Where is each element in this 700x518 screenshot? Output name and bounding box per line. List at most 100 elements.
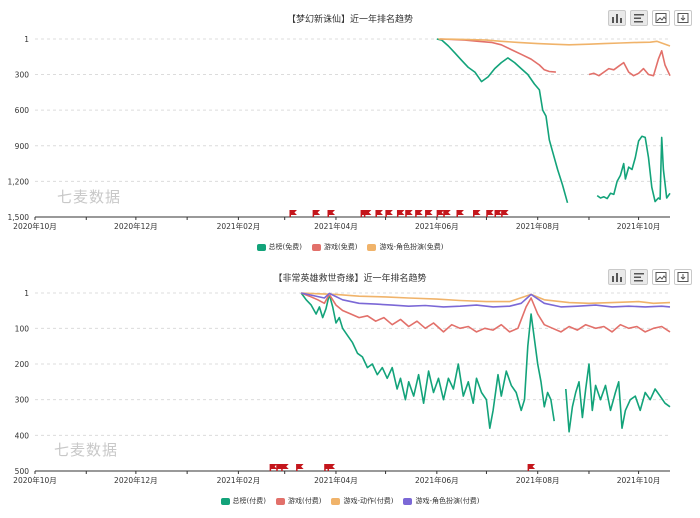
x-tick-label: 2020年12月 <box>114 475 158 485</box>
event-flag-icon[interactable] <box>375 210 383 217</box>
bar-chart-icon <box>612 273 622 282</box>
legend-swatch <box>403 497 413 505</box>
legend-item-action-paid[interactable]: 游戏-动作(付费) <box>331 496 393 506</box>
series-line[interactable] <box>301 292 671 305</box>
chart-toolbar <box>608 269 692 285</box>
event-flag-icon[interactable] <box>312 210 321 217</box>
y-tick-label: 1 <box>24 289 29 298</box>
legend-item-rpg-paid[interactable]: 游戏-角色扮演(付费) <box>403 496 479 506</box>
y-tick-label: 500 <box>15 467 30 476</box>
event-flag-icon[interactable] <box>289 210 297 217</box>
x-tick-label: 2021年02月 <box>217 221 261 231</box>
legend-swatch <box>256 243 266 251</box>
legend-item-total-free[interactable]: 总榜(免费) <box>256 242 302 252</box>
x-tick-label: 2021年08月 <box>516 475 560 485</box>
legend: 总榜(付费) 游戏(付费) 游戏-动作(付费) 游戏-角色扮演(付费) <box>0 496 700 506</box>
y-tick-label: 600 <box>15 106 30 115</box>
event-flag-icon[interactable] <box>327 210 336 217</box>
event-flag-icon[interactable] <box>425 210 433 217</box>
event-flag-icon[interactable] <box>494 210 503 217</box>
event-flag-icon[interactable] <box>486 210 494 217</box>
download-icon <box>677 13 689 23</box>
watermark: 七麦数据 <box>54 441 119 459</box>
event-flag-icon[interactable] <box>396 210 405 217</box>
save-image-button[interactable] <box>652 269 670 285</box>
chart-panel-1: 【梦幻新诛仙】近一年排名趋势 1 300 600 900 1,200 1,500 2020年… <box>0 10 700 252</box>
series-line[interactable] <box>300 292 555 429</box>
y-tick-label: 100 <box>15 324 30 333</box>
y-tick-label: 1 <box>24 35 29 44</box>
legend-swatch <box>367 243 377 251</box>
watermark: 七麦数据 <box>57 188 122 206</box>
legend-label: 游戏-角色扮演(免费) <box>379 243 444 251</box>
bar-chart-toggle-button[interactable] <box>608 10 626 26</box>
legend-label: 总榜(付费) <box>232 497 266 505</box>
event-flag-icon[interactable] <box>385 210 393 217</box>
legend-item-game-free[interactable]: 游戏(免费) <box>312 242 357 252</box>
event-flag-icon[interactable] <box>405 210 413 217</box>
legend-swatch <box>331 497 341 505</box>
y-tick-label: 300 <box>15 71 30 80</box>
legend-swatch <box>220 497 230 505</box>
image-icon <box>655 13 667 23</box>
series-line[interactable] <box>438 38 671 47</box>
x-tick-label: 2021年06月 <box>415 475 459 485</box>
chart-title: 【梦幻新诛仙】近一年排名趋势 <box>286 15 413 25</box>
event-flag-icon[interactable] <box>443 210 451 217</box>
event-flag-icon[interactable] <box>501 210 509 217</box>
x-tick-label: 2021年10月 <box>617 475 661 485</box>
download-button[interactable] <box>674 269 692 285</box>
event-flag-icon[interactable] <box>436 210 445 217</box>
x-tick-label: 2020年10月 <box>13 475 57 485</box>
event-flag-icon[interactable] <box>296 464 304 471</box>
legend-label: 游戏-动作(付费) <box>343 497 394 505</box>
legend-label: 游戏(免费) <box>324 243 358 251</box>
legend-swatch <box>276 497 285 505</box>
list-toggle-button[interactable] <box>630 10 648 26</box>
legend-swatch <box>312 243 321 251</box>
series-line[interactable] <box>588 49 671 77</box>
series-line[interactable] <box>565 363 671 433</box>
y-tick-label: 900 <box>15 142 30 151</box>
y-tick-label: 1,200 <box>8 177 30 186</box>
x-tick-label: 2020年12月 <box>114 221 158 231</box>
y-tick-label: 400 <box>15 431 30 440</box>
download-button[interactable] <box>674 10 692 26</box>
legend-item-rpg-free[interactable]: 游戏-角色扮演(免费) <box>367 242 443 252</box>
y-tick-label: 200 <box>15 360 30 369</box>
event-flag-icon[interactable] <box>456 210 464 217</box>
legend-label: 总榜(免费) <box>268 243 302 251</box>
series-line[interactable] <box>596 135 671 203</box>
chart-panel-2: 【非常英雄救世奇缘】近一年排名趋势 1 100 200 300 400 500 2020年1… <box>0 259 700 518</box>
event-flag-icon[interactable] <box>327 464 336 471</box>
event-flag-icon[interactable] <box>527 464 536 471</box>
legend: 总榜(免费) 游戏(免费) 游戏-角色扮演(免费) <box>0 242 700 252</box>
series-line[interactable] <box>301 292 671 308</box>
x-tick-label: 2021年10月 <box>617 221 661 231</box>
image-icon <box>655 272 667 282</box>
x-tick-label: 2021年02月 <box>217 475 261 485</box>
legend-label: 游戏(付费) <box>288 497 322 505</box>
legend-label: 游戏-角色扮演(付费) <box>415 497 480 505</box>
event-flag-icon[interactable] <box>269 464 278 471</box>
chart-title: 【非常英雄救世奇缘】近一年排名趋势 <box>273 274 427 284</box>
x-tick-label: 2021年06月 <box>415 221 459 231</box>
event-flag-icon[interactable] <box>363 210 372 217</box>
list-icon <box>634 273 644 282</box>
legend-item-game-paid[interactable]: 游戏(付费) <box>276 496 321 506</box>
bar-chart-toggle-button[interactable] <box>608 269 626 285</box>
list-toggle-button[interactable] <box>630 269 648 285</box>
series-line[interactable] <box>300 292 671 333</box>
bar-chart-icon <box>612 14 622 23</box>
legend-item-total-paid[interactable]: 总榜(付费) <box>220 496 266 506</box>
event-flag-icon[interactable] <box>281 464 289 471</box>
event-flag-icon[interactable] <box>415 210 423 217</box>
chart-toolbar <box>608 10 692 26</box>
event-flag-icon[interactable] <box>473 210 481 217</box>
x-tick-label: 2021年08月 <box>516 221 560 231</box>
y-tick-label: 1,500 <box>8 213 30 222</box>
save-image-button[interactable] <box>652 10 670 26</box>
series-line[interactable] <box>436 38 569 204</box>
